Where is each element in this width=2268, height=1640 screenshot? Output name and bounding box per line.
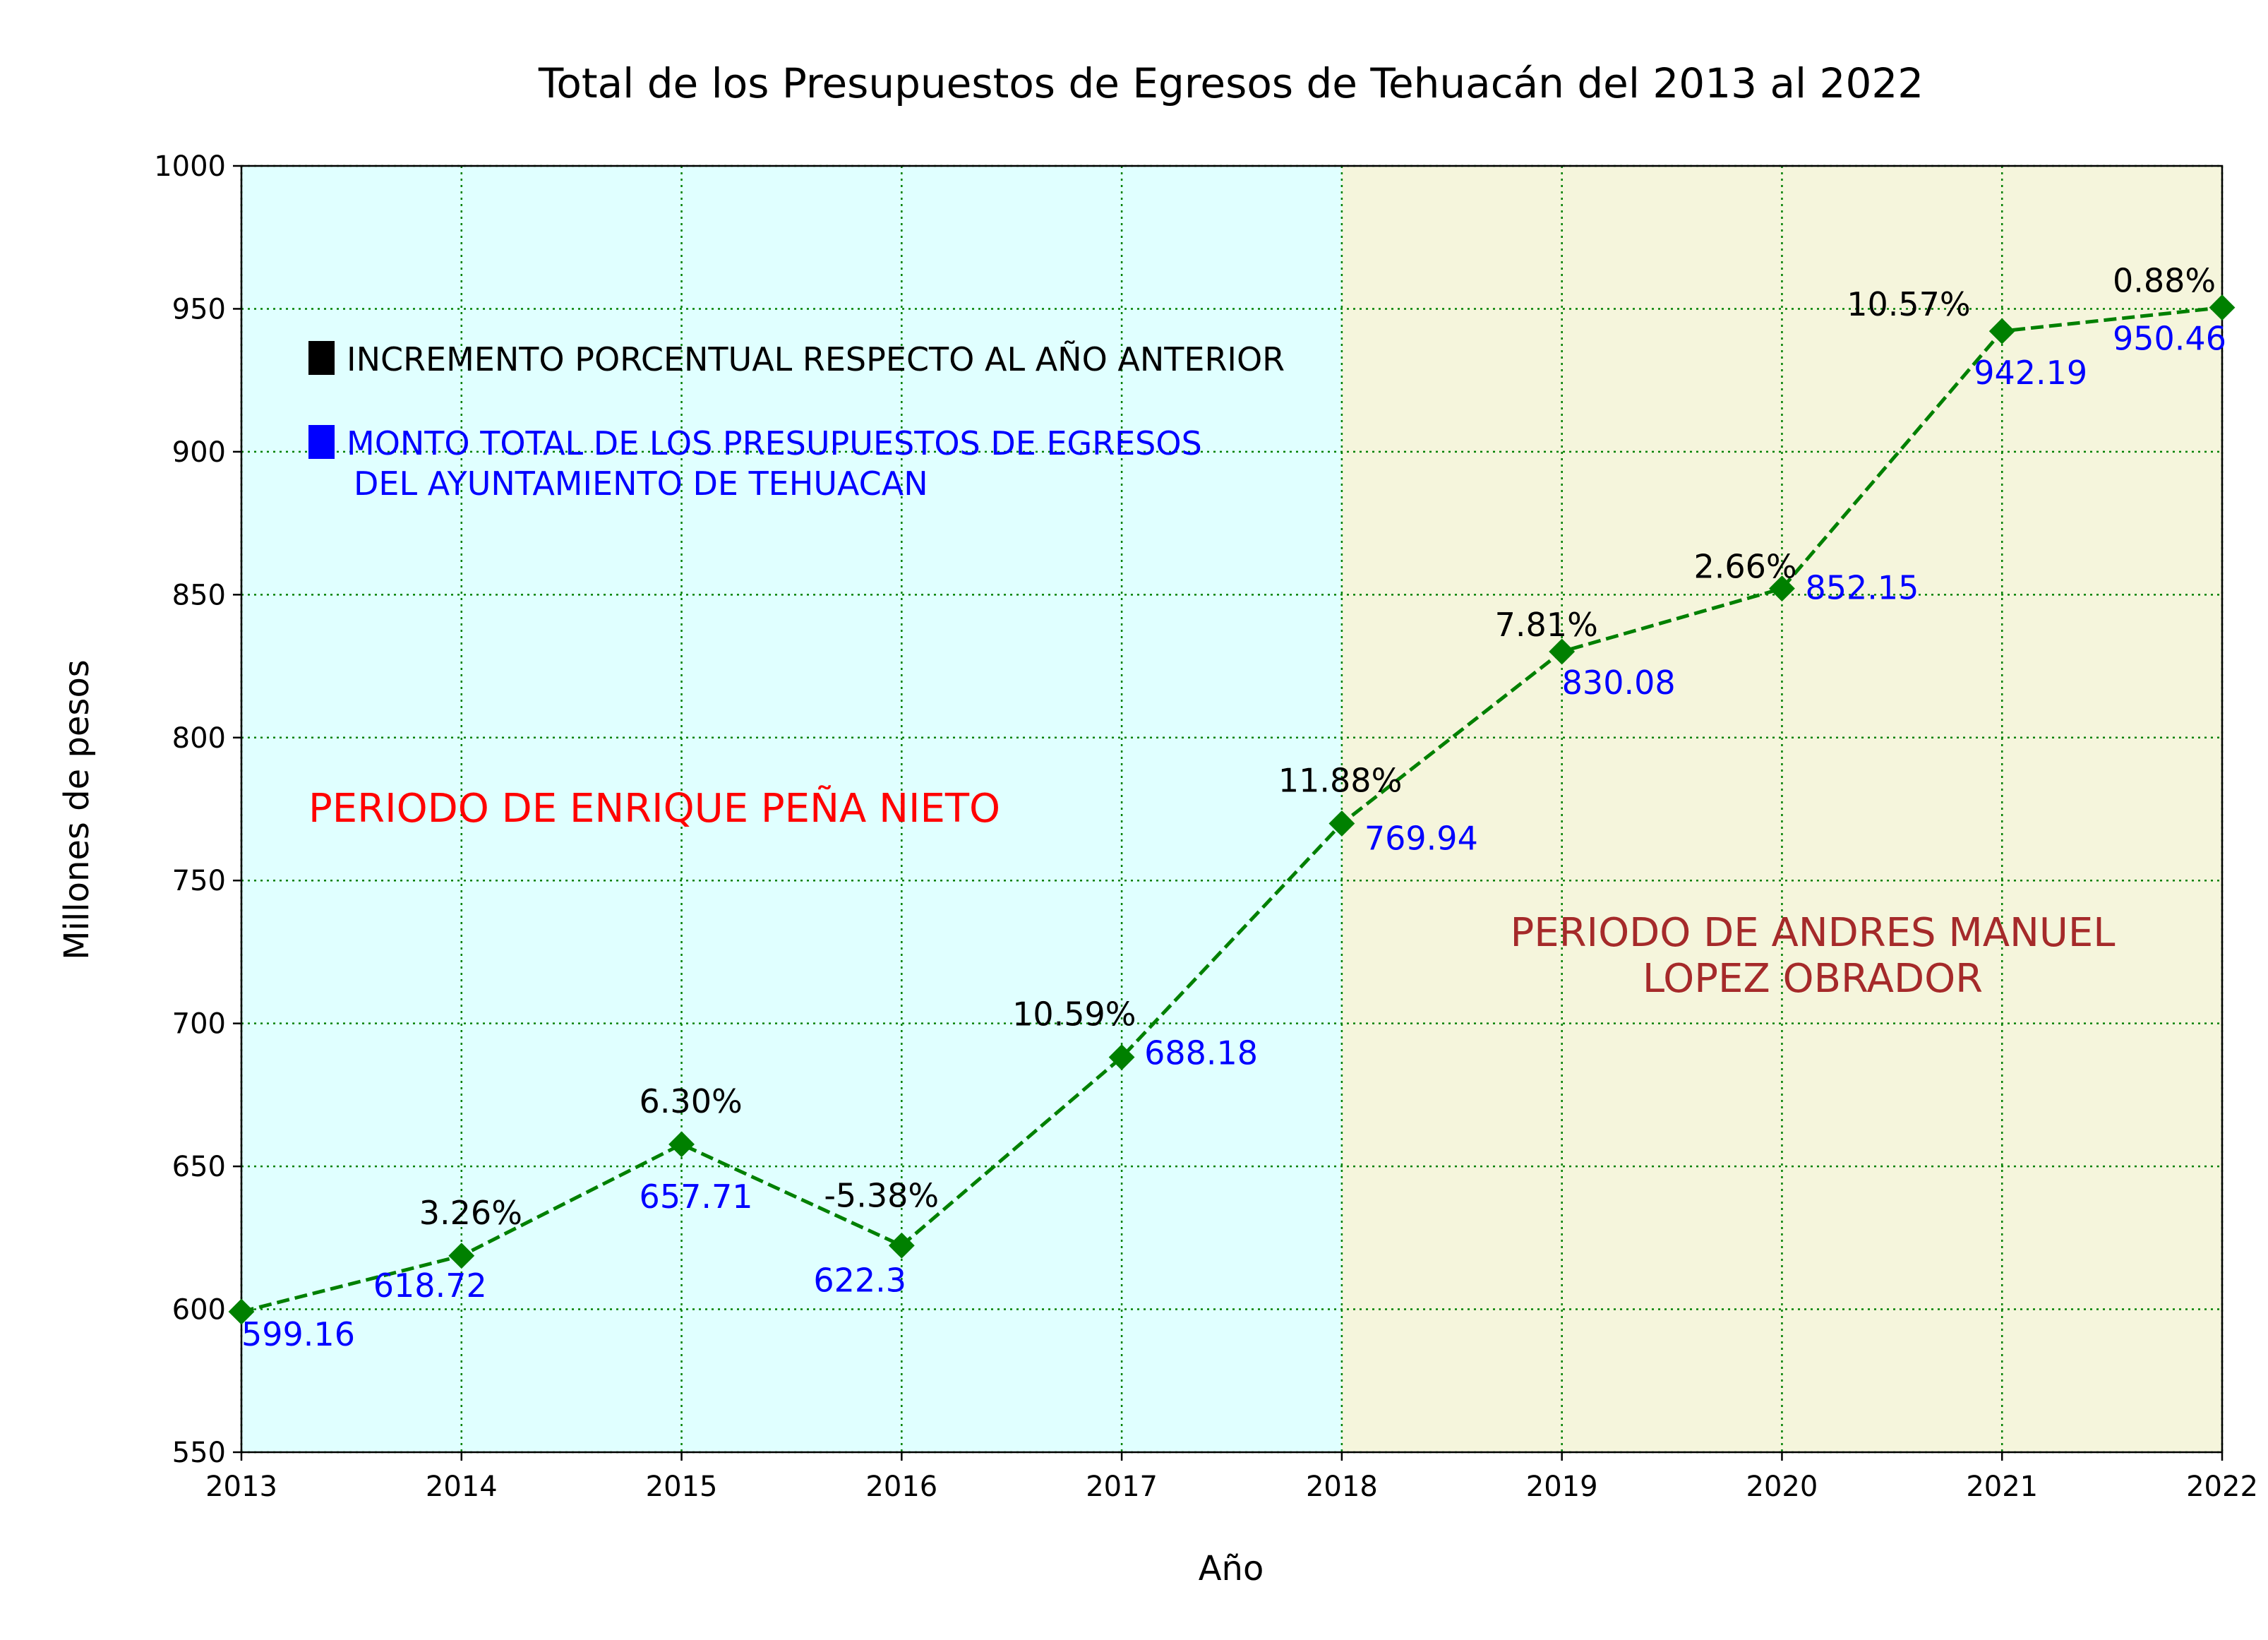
period-label-amlo: PERIODO DE ANDRES MANUEL (1510, 910, 2115, 956)
value-label: 618.72 (373, 1267, 487, 1305)
data-point-marker (1769, 575, 1795, 602)
y-tick-label: 600 (172, 1294, 226, 1327)
y-tick-label: 850 (172, 579, 226, 611)
period-label-pena-nieto: PERIODO DE ENRIQUE PEÑA NIETO (308, 786, 1000, 832)
y-tick-label: 800 (172, 722, 226, 755)
y-tick-label: 1000 (154, 150, 226, 183)
y-axis-ticks: 550 600 650 700 750 800 850 900 950 1000 (154, 150, 241, 1469)
data-point-marker (1988, 318, 2015, 345)
value-label: 688.18 (1144, 1034, 1258, 1072)
legend-label: INCREMENTO PORCENTUAL RESPECTO AL AÑO AN… (347, 340, 1285, 378)
data-point-marker (1328, 810, 1355, 837)
period-label-amlo: LOPEZ OBRADOR (1643, 956, 1983, 1002)
data-series (228, 294, 2236, 1325)
legend-swatch (308, 425, 335, 459)
y-tick-label: 900 (172, 436, 226, 469)
x-tick-label: 2019 (1526, 1471, 1598, 1503)
chart-title: Total de los Presupuestos de Egresos de … (538, 59, 1924, 107)
y-tick-label: 700 (172, 1008, 226, 1041)
value-label: 657.71 (640, 1178, 753, 1216)
y-tick-label: 550 (172, 1437, 226, 1469)
x-tick-label: 2017 (1086, 1471, 1158, 1503)
value-label: 599.16 (241, 1315, 355, 1353)
data-labels: 599.16 618.72 3.26% 657.71 6.30% 622.3 -5.38% 6… (241, 262, 2226, 1353)
percent-label: 6.30% (640, 1082, 743, 1120)
y-tick-label: 750 (172, 865, 226, 897)
period-regions (241, 166, 2222, 1452)
data-point-marker (668, 1131, 695, 1158)
y-tick-label: 650 (172, 1151, 226, 1183)
y-tick-label: 950 (172, 293, 226, 325)
legend-label: DEL AYUNTAMIENTO DE TEHUACAN (354, 465, 928, 503)
value-label: 830.08 (1562, 664, 1676, 702)
percent-label: 2.66% (1693, 548, 1796, 586)
x-tick-label: 2013 (205, 1471, 277, 1503)
data-point-marker (1549, 638, 1576, 665)
value-label: 942.19 (1974, 354, 2087, 392)
x-tick-label: 2020 (1746, 1471, 1818, 1503)
x-tick-label: 2014 (426, 1471, 498, 1503)
period-region-1 (241, 166, 1342, 1452)
percent-label: 10.57% (1847, 285, 1970, 323)
legend: INCREMENTO PORCENTUAL RESPECTO AL AÑO AN… (308, 340, 1285, 503)
data-point-marker (448, 1243, 475, 1269)
percent-label: 10.59% (1012, 995, 1136, 1034)
x-axis-label: Año (1199, 1549, 1264, 1588)
percent-label: -5.38% (824, 1176, 939, 1214)
x-axis-ticks: 2013 2014 2015 2016 2017 2018 2019 2020 2021 2022 (205, 1452, 2258, 1503)
percent-label: 3.26% (419, 1194, 522, 1232)
x-tick-label: 2018 (1306, 1471, 1378, 1503)
x-tick-label: 2015 (646, 1471, 718, 1503)
percent-label: 7.81% (1495, 606, 1598, 644)
x-tick-label: 2016 (865, 1471, 937, 1503)
value-label: 769.94 (1364, 819, 1478, 857)
data-point-marker (888, 1232, 915, 1259)
value-label: 622.3 (813, 1261, 906, 1299)
x-tick-label: 2021 (1966, 1471, 2038, 1503)
x-tick-label: 2022 (2186, 1471, 2258, 1503)
value-label: 950.46 (2113, 320, 2226, 358)
plot-frame (240, 164, 2224, 1454)
percent-label: 0.88% (2113, 262, 2216, 300)
data-point-marker (2209, 294, 2236, 321)
period-labels: PERIODO DE ENRIQUE PEÑA NIETO PERIODO DE … (308, 786, 2116, 1002)
data-point-marker (1108, 1044, 1135, 1070)
series-line (241, 306, 2223, 1314)
percent-label: 11.88% (1278, 761, 1402, 799)
data-point-marker (228, 1298, 255, 1325)
value-label: 852.15 (1805, 569, 1919, 607)
y-axis-label: Millones de pesos (57, 659, 97, 960)
legend-swatch (308, 341, 335, 375)
legend-label: MONTO TOTAL DE LOS PRESUPUESTOS DE EGRES… (347, 424, 1202, 462)
